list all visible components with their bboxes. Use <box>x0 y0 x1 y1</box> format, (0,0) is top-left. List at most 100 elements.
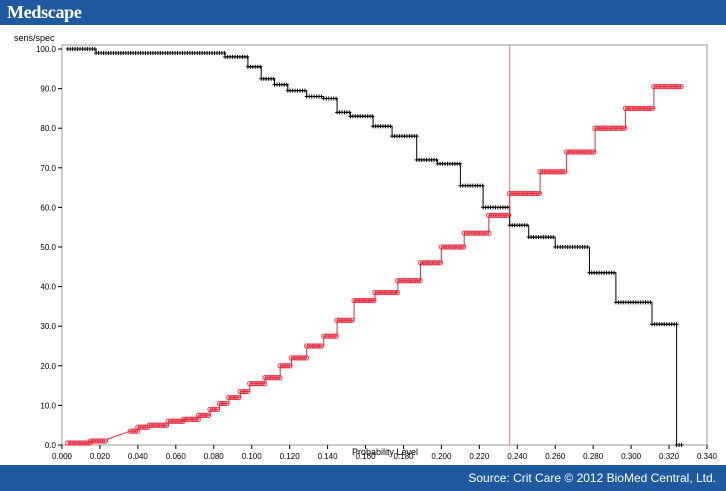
data-point <box>585 245 590 249</box>
data-point <box>571 149 577 155</box>
data-point <box>602 125 608 131</box>
data-point <box>353 297 360 304</box>
data-point <box>127 428 133 434</box>
data-point <box>588 149 594 155</box>
data-point <box>293 355 300 361</box>
data-point <box>619 125 625 131</box>
data-point <box>446 244 452 250</box>
x-tick-label: 0.040 <box>128 452 149 461</box>
data-point <box>456 244 462 250</box>
data-point <box>237 388 243 395</box>
data-point <box>384 289 390 296</box>
data-point <box>319 94 324 99</box>
data-point <box>496 212 502 218</box>
data-point <box>473 230 480 236</box>
data-point <box>417 260 424 266</box>
data-point <box>301 355 307 361</box>
x-tick-label: 0.280 <box>583 452 604 461</box>
data-point <box>392 289 398 296</box>
data-point <box>554 169 560 175</box>
data-point <box>647 105 653 112</box>
data-point <box>397 278 403 284</box>
probability-chart: sens/spec Probability Level 0.0 10.0 20.0 3… <box>14 33 718 461</box>
data-point <box>262 375 268 381</box>
data-point <box>284 363 291 369</box>
data-point <box>334 96 339 101</box>
y-tick-label: 20.0 <box>40 362 56 371</box>
data-point <box>400 278 406 284</box>
x-axis-ticks: 0.000 0.020 0.040 0.060 0.080 0.100 0.120 0.140… <box>52 445 718 461</box>
data-point <box>154 422 160 428</box>
y-tick-label: 100.0 <box>36 45 57 54</box>
data-point <box>135 428 141 434</box>
data-point <box>261 380 268 387</box>
y-tick-label: 50.0 <box>40 243 56 252</box>
data-point <box>388 124 393 129</box>
data-point <box>544 169 551 175</box>
data-point <box>434 157 439 162</box>
data-point <box>457 161 462 166</box>
data-point <box>328 333 334 339</box>
series-line <box>67 86 683 444</box>
data-point <box>92 438 99 444</box>
data-point <box>483 230 490 236</box>
data-point <box>258 64 263 69</box>
data-point <box>562 169 568 175</box>
medscape-logo[interactable]: Medscape <box>7 2 82 22</box>
data-point <box>614 125 620 131</box>
data-point <box>240 388 246 395</box>
data-point <box>366 297 372 304</box>
data-point <box>82 440 88 446</box>
x-tick-label: 0.260 <box>545 452 566 461</box>
data-point <box>417 278 423 284</box>
data-point <box>242 388 248 395</box>
data-point <box>441 244 447 250</box>
data-point <box>97 438 103 444</box>
data-point <box>443 244 449 250</box>
data-point <box>394 289 400 296</box>
data-point <box>304 343 310 349</box>
data-point <box>274 375 280 381</box>
data-point <box>156 422 162 428</box>
data-point <box>100 438 106 444</box>
data-point <box>481 230 487 236</box>
specificity-series <box>65 47 684 447</box>
y-tick-label: 0.0 <box>45 441 57 450</box>
data-point <box>236 394 242 401</box>
data-point <box>389 289 395 296</box>
data-point <box>349 317 355 323</box>
data-point <box>231 394 237 401</box>
data-point <box>557 169 563 175</box>
data-point <box>435 260 441 266</box>
data-point <box>233 394 239 401</box>
data-point <box>132 428 138 434</box>
data-point <box>622 125 628 131</box>
data-point <box>578 149 585 155</box>
data-point <box>432 260 438 266</box>
data-point <box>387 289 393 296</box>
data-point <box>678 83 684 90</box>
x-tick-label: 0.200 <box>431 452 452 461</box>
data-point <box>247 380 253 387</box>
data-point <box>374 289 381 296</box>
sensitivity-series <box>65 83 684 446</box>
data-point <box>205 412 212 418</box>
data-point <box>493 212 499 218</box>
data-point <box>341 317 348 323</box>
x-tick-label: 0.000 <box>52 452 73 461</box>
data-point <box>679 443 684 447</box>
data-point <box>402 278 408 284</box>
data-point <box>170 418 176 424</box>
data-point <box>90 438 96 444</box>
data-point <box>158 422 165 428</box>
data-point <box>488 212 494 218</box>
data-point <box>190 416 196 422</box>
data-point <box>259 380 265 387</box>
data-point <box>568 149 575 155</box>
data-point <box>478 230 485 236</box>
data-point <box>370 114 375 119</box>
data-point <box>547 169 553 175</box>
data-point <box>551 235 556 240</box>
data-point <box>306 343 312 349</box>
data-point <box>632 105 638 112</box>
